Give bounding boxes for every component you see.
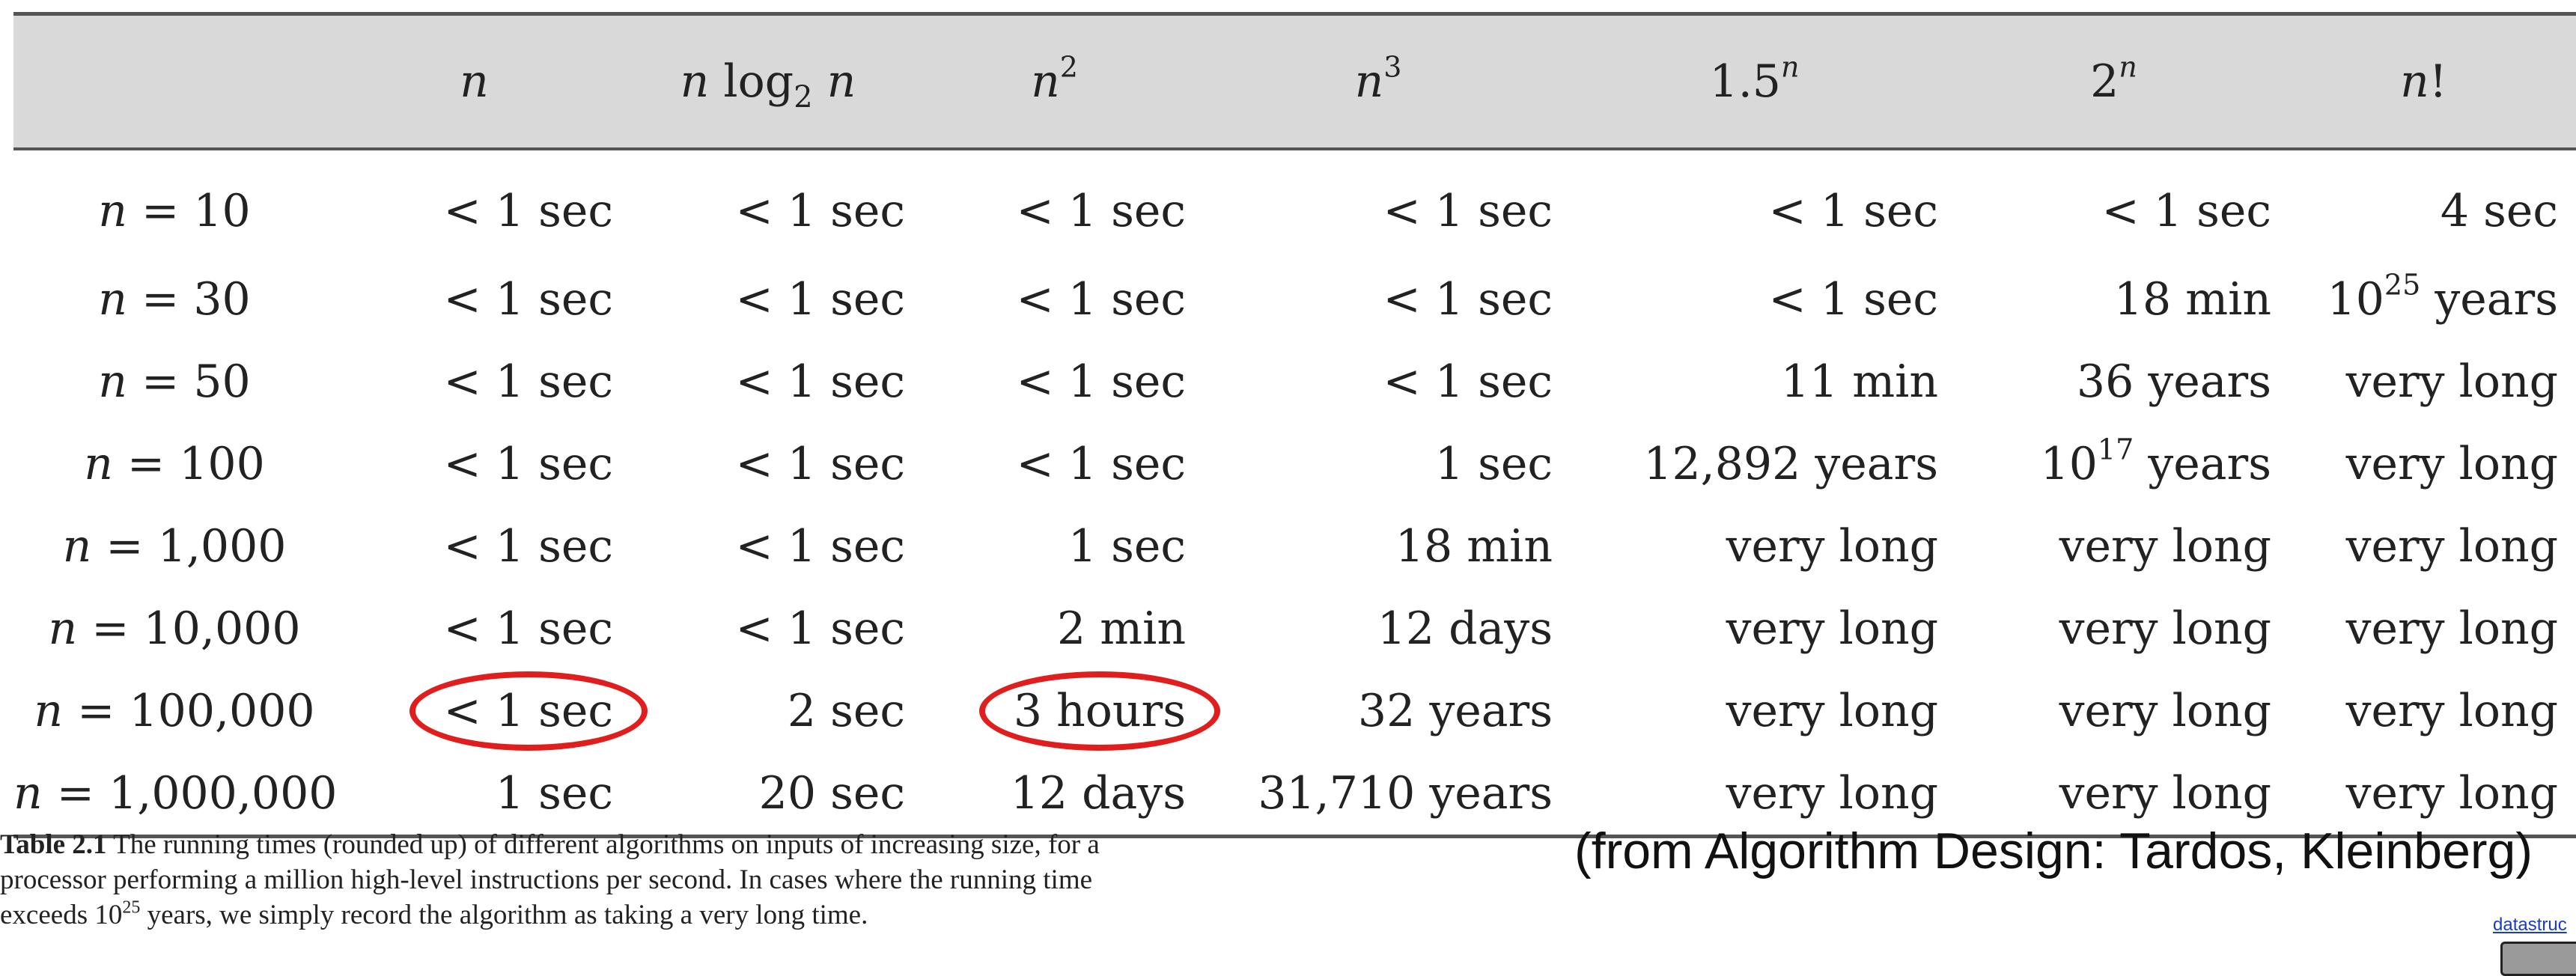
header-n-factorial: n!	[2400, 55, 2447, 108]
table-cell: very long	[1726, 685, 1938, 737]
table-cell: 11 min	[1780, 356, 1938, 408]
table-cell: < 1 sec	[735, 356, 906, 408]
header-1-5-pow-n: 1.5n	[1709, 50, 1800, 108]
header-nlogn: n log2 n	[680, 55, 856, 115]
table-cell: < 1 sec	[1768, 273, 1939, 326]
table-cell: < 1 sec	[1016, 273, 1187, 326]
table-cell: < 1 sec	[335, 670, 648, 752]
table-cell: very long	[1726, 520, 1938, 573]
table-cell: < 1 sec	[735, 520, 906, 573]
table-cell: 18 min	[1395, 520, 1553, 573]
table-cell: 1 sec	[1434, 438, 1553, 490]
row-label: n = 100,000	[34, 685, 315, 737]
row-label: n = 100	[84, 438, 265, 490]
table-cell: 3 hours	[923, 670, 1221, 752]
table-cell: < 1 sec	[1383, 356, 1553, 408]
table-cell: very long	[2345, 356, 2558, 408]
header-2-pow-n: 2n	[2090, 50, 2137, 108]
table-cell: < 1 sec	[1016, 438, 1187, 490]
caption-exponent: 25	[122, 897, 141, 918]
row-label: n = 10,000	[48, 603, 301, 655]
table-cell: < 1 sec	[735, 603, 906, 655]
highlight-circle: < 1 sec	[409, 671, 648, 751]
table-cell: 1 sec	[1068, 520, 1186, 573]
table-row: n = 10 < 1 sec < 1 sec < 1 sec < 1 sec < 1 se…	[13, 149, 2576, 258]
header-n: n	[460, 55, 489, 108]
table-cell: < 1 sec	[2101, 185, 2272, 237]
table-cell: < 1 sec	[443, 356, 614, 408]
header-n-squared: n2	[1031, 50, 1078, 108]
table-cell: very long	[2345, 767, 2558, 820]
table-cell: 12,892 years	[1643, 438, 1938, 490]
table-cell: 4 sec	[2440, 185, 2558, 237]
table-cell: 18 min	[2113, 273, 2271, 326]
table-cell: 1017 years	[2040, 433, 2271, 490]
table-cell: < 1 sec	[1016, 185, 1187, 237]
header-row: n n log2 n n2 n3 1.5n 2n n!	[13, 13, 2576, 150]
table-cell: < 1 sec	[1383, 185, 1553, 237]
table-cell: 2 min	[1057, 603, 1186, 655]
table-cell: 1 sec	[495, 767, 613, 820]
row-label: n = 1,000	[62, 520, 287, 573]
table-row: n = 50 < 1 sec < 1 sec < 1 sec < 1 sec 11 min…	[13, 341, 2576, 423]
table-cell: very long	[1726, 603, 1938, 655]
table-cell: very long	[2345, 603, 2558, 655]
table-caption: Table 2.1 The running times (rounded up)…	[0, 827, 1168, 933]
table-row: n = 1,000 < 1 sec < 1 sec 1 sec 18 min very l…	[13, 505, 2576, 588]
row-label: n = 50	[98, 356, 251, 408]
table-cell: 20 sec	[758, 767, 905, 820]
table-cell: very long	[2059, 767, 2271, 820]
table-cell: < 1 sec	[1016, 356, 1187, 408]
running-times-table: n n log2 n n2 n3 1.5n 2n n! n = 10 < 1 se…	[13, 12, 2576, 838]
table-row: n = 10,000 < 1 sec < 1 sec 2 min 12 days very…	[13, 588, 2576, 670]
table-cell: 32 years	[1357, 685, 1553, 737]
table-cell: 1025 years	[2327, 268, 2558, 326]
table-cell: < 1 sec	[1768, 185, 1939, 237]
caption-text-before: The running times (rounded up) of differ…	[0, 829, 1100, 930]
table-body: n = 10 < 1 sec < 1 sec < 1 sec < 1 sec < 1 se…	[13, 149, 2576, 837]
row-label: n = 10	[98, 185, 251, 237]
table-row: n = 30 < 1 sec < 1 sec < 1 sec < 1 sec < 1 se…	[13, 258, 2576, 341]
table-cell: < 1 sec	[443, 438, 614, 490]
table-cell: < 1 sec	[443, 520, 614, 573]
source-credit: (from Algorithm Design: Tardos, Kleinber…	[1574, 823, 2533, 879]
table-cell: very long	[2345, 520, 2558, 573]
table-cell: < 1 sec	[735, 438, 906, 490]
table-cell: 12 days	[1010, 767, 1186, 820]
running-times-table-container: n n log2 n n2 n3 1.5n 2n n! n = 10 < 1 se…	[13, 12, 2576, 838]
highlight-circle: 3 hours	[978, 671, 1221, 751]
header-n-cubed: n3	[1354, 50, 1402, 108]
table-cell: 31,710 years	[1258, 767, 1553, 820]
table-cell: < 1 sec	[735, 273, 906, 326]
table-cell: < 1 sec	[443, 185, 614, 237]
table-cell: very long	[2059, 520, 2271, 573]
license-badge-icon	[2500, 942, 2576, 976]
table-cell: 12 days	[1377, 603, 1553, 655]
footer-link[interactable]: datastruc	[2493, 915, 2567, 935]
row-label: n = 30	[98, 273, 251, 326]
table-row: n = 1,000,000 1 sec 20 sec 12 days 31,710 ye…	[13, 752, 2576, 837]
table-cell: < 1 sec	[443, 603, 614, 655]
table-cell: < 1 sec	[735, 185, 906, 237]
table-cell: very long	[2059, 603, 2271, 655]
table-cell: very long	[2345, 685, 2558, 737]
row-label: n = 1,000,000	[13, 767, 338, 820]
table-cell: 36 years	[2076, 356, 2271, 408]
table-cell: very long	[2345, 438, 2558, 490]
table-cell: very long	[1726, 767, 1938, 820]
table-cell: very long	[2059, 685, 2271, 737]
header-empty	[13, 14, 335, 150]
caption-label: Table 2.1	[0, 829, 107, 860]
table-cell: 2 sec	[787, 685, 905, 737]
table-row: n = 100,000 < 1 sec 2 sec 3 hours 32 years ve…	[13, 670, 2576, 752]
table-cell: < 1 sec	[443, 273, 614, 326]
table-row: n = 100 < 1 sec < 1 sec < 1 sec 1 sec 12,892 …	[13, 423, 2576, 505]
caption-text-after: years, we simply record the algorithm as…	[140, 900, 868, 930]
table-cell: < 1 sec	[1383, 273, 1553, 326]
